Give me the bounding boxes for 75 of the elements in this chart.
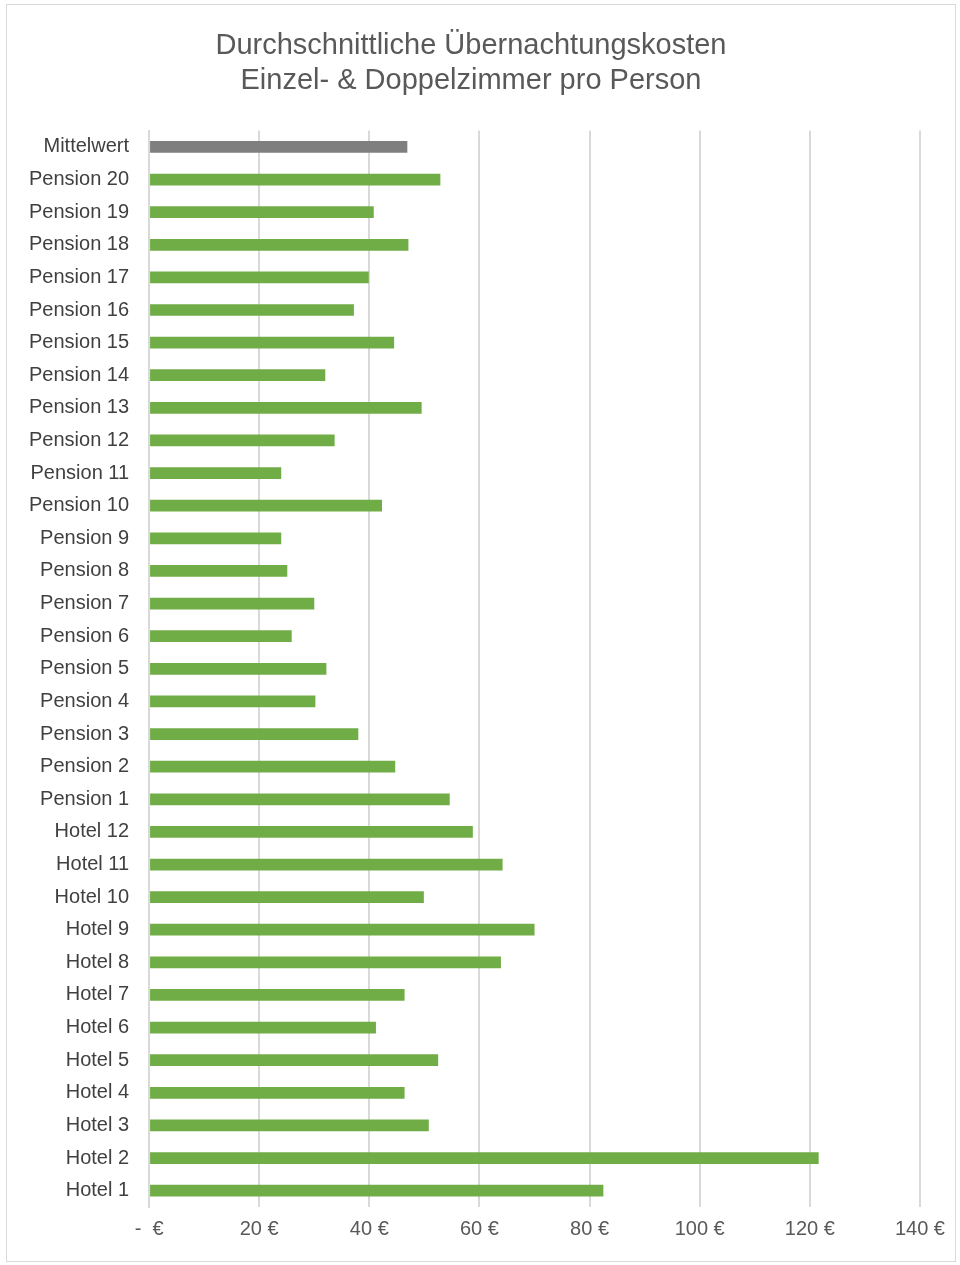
bar [150,793,450,806]
bar [150,141,408,153]
bar [150,989,405,1001]
y-tick-label: Hotel 6 [65,1015,130,1038]
x-tick-label: 20 € [239,1216,279,1239]
y-tick-label: Pension 1 [40,786,130,809]
x-tick-label: 100 € [674,1216,725,1239]
y-tick-label: Pension 9 [40,525,130,548]
y-tick-label: Hotel 3 [65,1112,130,1135]
bar [150,1152,819,1164]
y-tick-label: Hotel 1 [65,1178,130,1201]
y-tick-label: Pension 16 [29,297,130,320]
chart-title: Durchschnittliche Übernachtungskosten Einzel- & Doppelzimmer pro Person [215,28,727,96]
bar [150,728,359,740]
y-tick-label: Pension 4 [40,688,130,711]
y-tick-label: Pension 19 [29,199,130,222]
bar [150,956,501,969]
bar [150,173,441,186]
y-tick-label: Pension 15 [29,330,130,353]
x-tick-label: - € [134,1216,164,1239]
y-tick-label: Hotel 11 [56,852,130,875]
bar [150,369,326,382]
y-tick-label: Pension 6 [40,623,130,646]
y-tick-label: Pension 2 [40,754,130,777]
y-tick-label: Pension 18 [29,232,130,255]
y-tick-label: Pension 13 [29,395,130,418]
x-tick-label: 120 € [784,1216,835,1239]
bar [150,206,374,219]
bar [150,826,473,838]
bar [150,1119,429,1132]
y-tick-label: Pension 5 [40,656,130,679]
y-tick-label: Hotel 9 [65,917,130,940]
bar [150,597,315,610]
bar [150,858,503,871]
bar [150,565,288,577]
bar [150,695,316,708]
y-tick-label: Pension 17 [29,264,130,287]
y-tick-label: Pension 12 [29,427,130,450]
y-tick-label: Hotel 7 [65,982,130,1005]
bar [150,499,382,512]
x-tick-label: 40 € [349,1216,389,1239]
y-tick-label: Pension 11 [30,460,130,483]
bar [150,434,335,447]
bar [150,271,369,284]
y-tick-label: Pension 20 [29,167,130,190]
x-tick-label: 140 € [894,1216,946,1239]
y-tick-label: Mittelwert [43,134,130,157]
y-tick-label: Hotel 4 [65,1080,130,1103]
bar [150,1021,376,1034]
bar [150,891,424,903]
y-tick-label: Hotel 5 [65,1047,130,1070]
bar [150,304,354,316]
bar [150,630,292,643]
bar [150,532,282,545]
y-tick-label: Pension 10 [29,493,130,516]
y-tick-label: Hotel 2 [65,1145,130,1168]
y-tick-label: Pension 8 [40,558,130,581]
x-tick-label: 80 € [570,1216,610,1239]
bar [150,467,282,479]
bar [150,760,396,773]
bar [150,336,395,349]
x-tick-label: 60 € [459,1216,499,1239]
bar [150,401,422,414]
y-tick-label: Pension 3 [40,721,130,744]
y-tick-label: Pension 7 [40,591,130,614]
y-tick-label: Hotel 12 [54,819,130,842]
bar [150,1054,439,1067]
y-tick-label: Hotel 10 [54,884,130,907]
bar [150,1086,405,1099]
bar [150,662,327,675]
bar [150,1184,604,1197]
y-tick-label: Hotel 8 [65,949,130,972]
bar [150,923,535,936]
bar [150,238,409,251]
y-tick-label: Pension 14 [29,362,130,385]
